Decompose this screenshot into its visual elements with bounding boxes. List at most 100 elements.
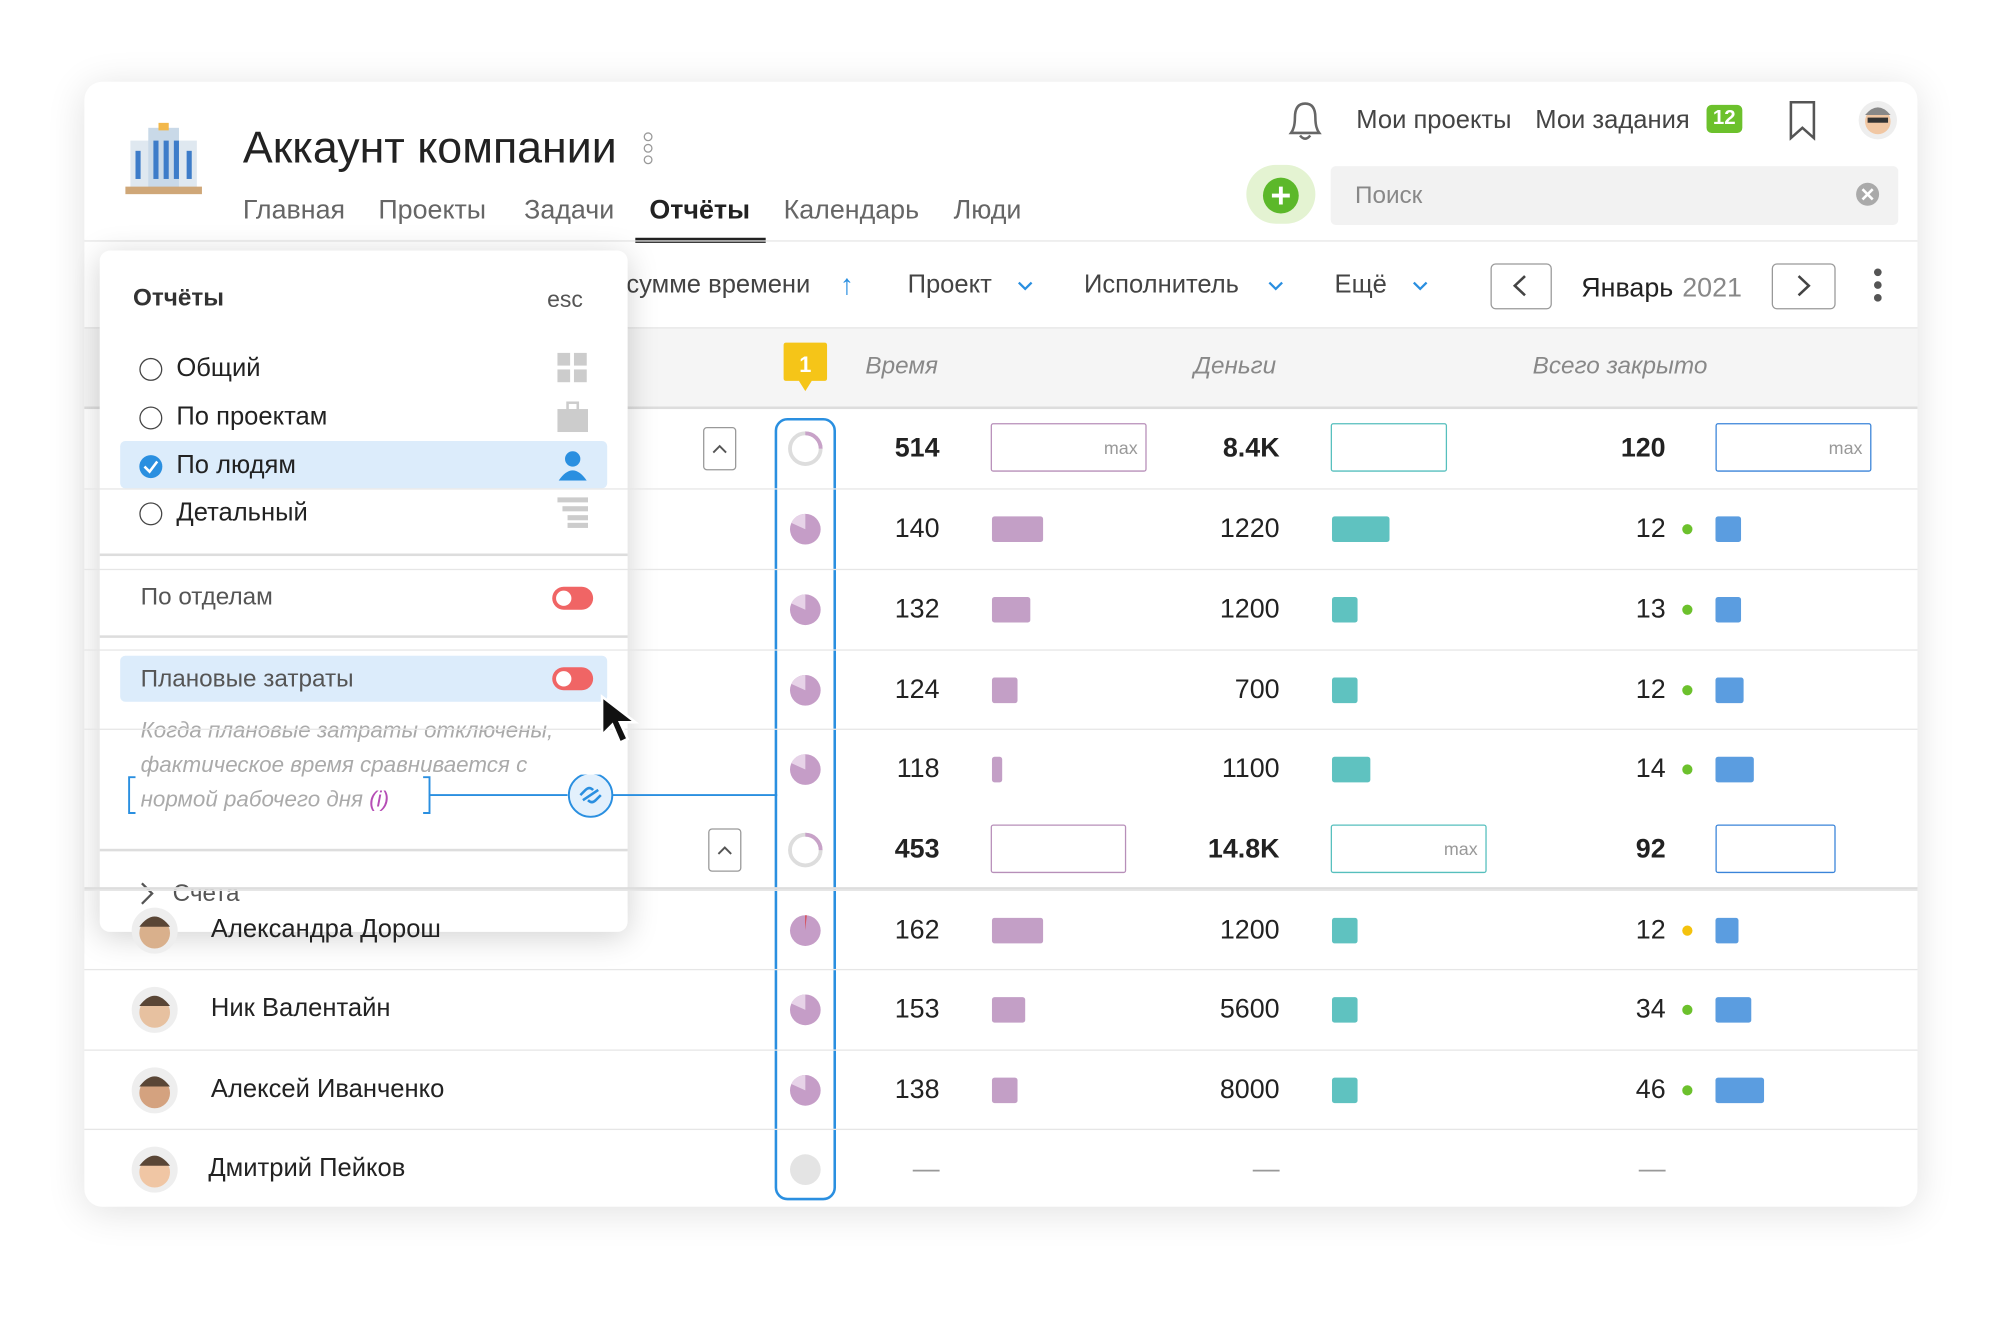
divider <box>84 1128 1918 1131</box>
report-option[interactable]: По проектам <box>176 402 328 431</box>
info-link[interactable]: (i) <box>369 786 390 812</box>
money-bar <box>1331 1077 1358 1104</box>
divider <box>84 649 1918 651</box>
my-projects-link[interactable]: Мои проекты <box>1356 106 1512 135</box>
total-money: 14.8K <box>1207 834 1280 865</box>
total-closed: 120 <box>1620 433 1666 463</box>
report-option[interactable]: По людям <box>176 451 296 480</box>
column-highlight <box>774 418 837 1201</box>
time-value: 140 <box>894 513 940 544</box>
nav-tab[interactable]: Отчёты <box>649 195 751 225</box>
cursor <box>600 694 640 745</box>
note-text: Когда плановые затраты отключены, фактич… <box>140 717 554 812</box>
closed-value: 12 <box>1635 513 1666 544</box>
report-option[interactable]: Детальный <box>176 498 308 527</box>
search-placeholder: Поиск <box>1354 182 1423 210</box>
divider <box>84 327 1918 329</box>
time-bar <box>991 516 1044 542</box>
company-title: Аккаунт компании <box>242 122 617 173</box>
progress-pie <box>789 513 821 545</box>
progress-pie <box>789 915 821 946</box>
time-bar <box>991 756 1003 783</box>
money-bar <box>1331 516 1390 542</box>
money-value: 5600 <box>1219 994 1280 1024</box>
closed-value: — <box>1638 1154 1666 1184</box>
nav-tab[interactable]: Проекты <box>378 195 487 225</box>
step-badge: 1 <box>799 352 812 378</box>
toggle-label: Плановые затраты <box>140 665 354 693</box>
money-box: max <box>1330 824 1487 874</box>
radio[interactable] <box>139 406 163 430</box>
money-bar <box>1331 756 1371 783</box>
closed-bar <box>1715 756 1754 783</box>
progress-pie <box>789 1154 821 1185</box>
status-dot <box>1682 1085 1693 1096</box>
my-tasks-link[interactable]: Мои задания <box>1535 106 1690 135</box>
add-button[interactable] <box>1262 176 1300 214</box>
money-value: — <box>1252 1154 1280 1184</box>
closed-value: 34 <box>1635 994 1666 1024</box>
toggle-label: По отделам <box>140 584 273 612</box>
esc-hint[interactable]: esc <box>547 286 583 312</box>
chevron <box>141 882 154 905</box>
bookmark-icon[interactable] <box>1787 100 1818 141</box>
user-avatar[interactable] <box>1857 100 1898 141</box>
time-value: 138 <box>894 1075 940 1105</box>
filter[interactable]: Проект <box>907 270 992 300</box>
time-value: 153 <box>894 994 940 1024</box>
prev-month[interactable] <box>1490 263 1552 310</box>
time-value: 162 <box>894 915 940 945</box>
total-closed: 92 <box>1635 834 1666 865</box>
annotation-bracket <box>128 774 778 818</box>
bills-link[interactable]: Счета <box>172 880 240 908</box>
total-time: 453 <box>894 834 940 865</box>
divider <box>99 553 628 556</box>
toolbar-more[interactable] <box>1870 266 1885 307</box>
divider <box>99 635 628 638</box>
sort-arrow[interactable]: ↑ <box>839 268 854 301</box>
report-option[interactable]: Общий <box>176 354 261 383</box>
column-header: Деньги <box>1193 352 1277 380</box>
radio[interactable] <box>139 357 163 381</box>
toggle-switch[interactable] <box>552 586 594 610</box>
money-value: 1200 <box>1219 915 1280 945</box>
filter[interactable]: Ещё <box>1334 270 1387 300</box>
collapse-button[interactable] <box>703 426 737 471</box>
time-bar <box>991 917 1044 944</box>
closed-box: max <box>1715 423 1872 472</box>
filter-chevron <box>1412 281 1428 291</box>
collapse-button[interactable] <box>708 828 742 872</box>
time-bar <box>991 1077 1018 1104</box>
column-header: Всего закрыто <box>1532 352 1708 380</box>
option-icon <box>558 451 587 481</box>
status-dot <box>1682 764 1693 775</box>
toggle-switch[interactable] <box>552 667 594 691</box>
time-value: 132 <box>894 594 940 624</box>
nav-tab[interactable]: Задачи <box>524 195 615 225</box>
money-bar <box>1331 997 1358 1023</box>
progress-pie <box>789 754 821 785</box>
reports-dropdown <box>99 250 628 932</box>
search-box[interactable] <box>1330 166 1899 225</box>
closed-box <box>1715 824 1836 874</box>
sort-label[interactable]: сумме времени <box>626 270 811 300</box>
nav-tab[interactable]: Главная <box>242 195 346 225</box>
person-avatar <box>131 907 178 954</box>
money-value: 8000 <box>1219 1075 1280 1105</box>
highlighted-option-bg <box>120 655 608 702</box>
clear-search[interactable] <box>1855 182 1881 208</box>
next-month[interactable] <box>1771 263 1836 310</box>
nav-tab[interactable]: Люди <box>953 195 1022 225</box>
nav-tab[interactable]: Календарь <box>783 195 920 225</box>
filter[interactable]: Исполнитель <box>1083 270 1240 300</box>
bell-icon[interactable] <box>1283 97 1326 143</box>
radio[interactable] <box>139 502 163 526</box>
closed-value: 14 <box>1635 754 1666 784</box>
time-value: 124 <box>894 674 940 705</box>
money-box <box>1330 423 1448 472</box>
more-icon[interactable] <box>642 130 655 168</box>
month: Январь <box>1581 273 1674 303</box>
